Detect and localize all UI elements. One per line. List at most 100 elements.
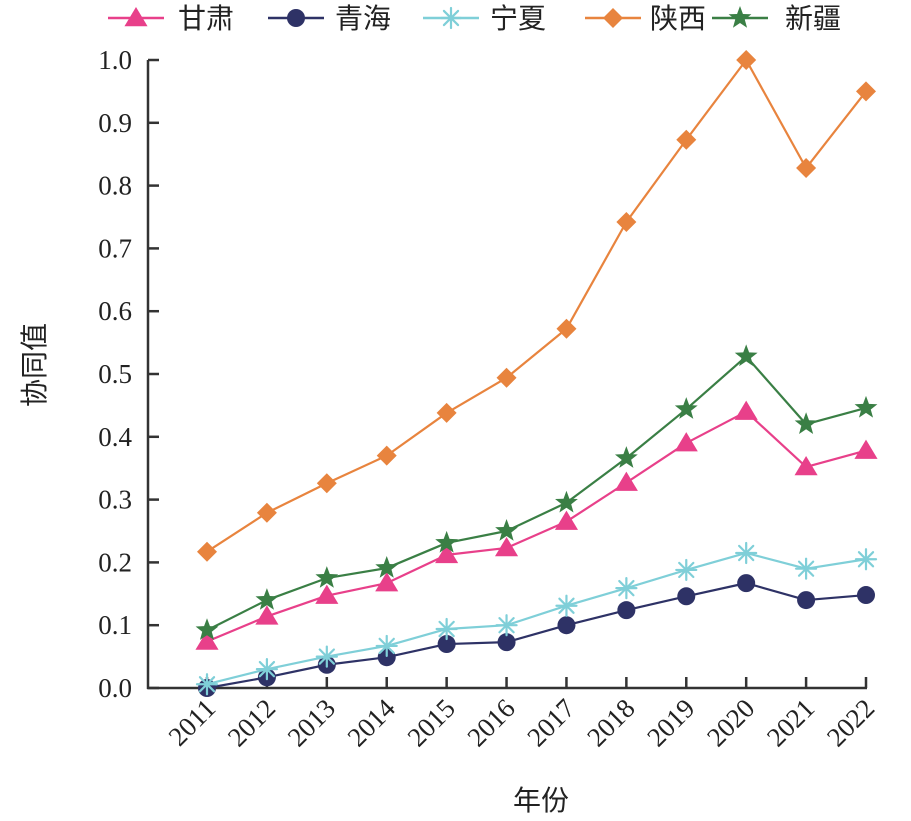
x-tick-label: 2020: [701, 693, 760, 752]
data-point-marker: [494, 536, 519, 557]
x-tick-label: 2012: [222, 693, 281, 752]
data-point-marker: [316, 473, 337, 494]
data-point-marker: [854, 395, 878, 418]
legend-marker-icon: [439, 6, 463, 30]
data-point-marker: [435, 543, 459, 564]
y-axis-title: 协同值: [18, 323, 51, 407]
legend-marker-icon: [603, 8, 623, 28]
legend-item: 甘肃: [108, 2, 234, 35]
data-point-marker: [615, 577, 638, 600]
data-point-marker: [435, 530, 459, 553]
legend-label: 陕西: [650, 2, 706, 35]
data-point-marker: [854, 548, 878, 571]
data-point-marker: [616, 212, 637, 233]
legend-item: 新疆: [712, 2, 841, 35]
data-point-marker: [315, 584, 339, 604]
data-point-marker: [255, 605, 279, 625]
data-point-marker: [496, 367, 517, 388]
y-tick-label: 0.2: [98, 547, 132, 577]
data-point-marker: [797, 591, 816, 610]
data-point-marker: [195, 630, 219, 650]
series-2: [195, 541, 878, 696]
data-point-marker: [677, 587, 696, 606]
x-tick-label: 2014: [342, 693, 402, 753]
x-tick-label: 2019: [641, 693, 700, 752]
data-point-marker: [315, 566, 339, 588]
data-point-marker: [794, 412, 818, 434]
data-point-marker: [675, 558, 698, 582]
data-point-marker: [195, 673, 219, 696]
data-point-marker: [854, 439, 878, 459]
data-point-marker: [556, 318, 577, 339]
data-point-marker: [857, 586, 875, 605]
y-tick-label: 0.3: [98, 485, 132, 515]
y-ticks: 0.0 0.1 0.2 0.3 0.4 0.5 0.6 0.7 0.8 0.9 1.0: [98, 45, 159, 703]
data-point-marker: [437, 635, 456, 654]
data-point-marker: [856, 81, 876, 102]
asterisk-stroke: [258, 660, 276, 678]
data-point-marker: [495, 519, 518, 541]
legend-marker-icon: [287, 9, 305, 27]
y-tick-label: 0.7: [98, 233, 132, 263]
data-point-marker: [794, 455, 818, 476]
data-point-marker: [614, 446, 638, 468]
x-tick-label: 2015: [401, 693, 460, 752]
y-tick-label: 0.4: [98, 422, 132, 452]
asterisk-stroke: [378, 637, 395, 655]
data-point-marker: [735, 541, 758, 565]
asterisk-stroke: [442, 9, 460, 27]
data-point-marker: [674, 397, 698, 419]
asterisk-stroke: [498, 617, 515, 634]
series-line: [206, 355, 867, 632]
data-point-marker: [436, 402, 457, 423]
y-tick-label: 0.0: [98, 673, 132, 703]
series-line: [206, 582, 867, 690]
y-tick-label: 1.0: [98, 45, 132, 75]
data-point-marker: [734, 344, 758, 367]
data-point-marker: [375, 572, 399, 592]
data-point-marker: [734, 400, 758, 420]
data-point-marker: [617, 601, 636, 620]
legend: 甘肃 青海 宁夏 陕西 新疆: [108, 2, 841, 35]
data-point-marker: [315, 645, 338, 668]
legend-marker-icon: [728, 6, 752, 28]
legend-item: 宁夏: [423, 2, 546, 35]
x-tick-label: 2016: [461, 693, 520, 752]
x-tick-label: 2011: [163, 693, 222, 752]
data-point-marker: [614, 471, 638, 491]
y-tick-label: 0.8: [98, 171, 132, 201]
y-tick-label: 0.9: [98, 108, 132, 138]
asterisk-stroke: [318, 648, 335, 665]
series-4: [195, 344, 878, 640]
legend-label: 青海: [335, 2, 391, 35]
asterisk-stroke: [558, 597, 575, 614]
data-point-marker: [375, 556, 399, 578]
data-point-marker: [495, 614, 518, 637]
x-tick-label: 2022: [821, 693, 880, 752]
data-point-marker: [737, 574, 756, 593]
data-point-marker: [796, 158, 817, 179]
data-point-marker: [376, 445, 397, 466]
asterisk-stroke: [618, 579, 635, 597]
legend-item: 陕西: [585, 2, 706, 35]
asterisk-stroke: [438, 620, 455, 638]
data-point-marker: [375, 634, 398, 658]
legend-label: 宁夏: [490, 2, 546, 35]
series-line: [206, 410, 867, 643]
data-point-marker: [554, 510, 579, 530]
data-point-marker: [255, 588, 279, 610]
legend-marker-icon: [124, 7, 148, 27]
y-tick-label: 0.6: [98, 296, 132, 326]
series-layer: [195, 50, 878, 697]
y-tick-label: 0.1: [98, 610, 132, 640]
data-point-marker: [674, 432, 698, 452]
data-point-marker: [794, 557, 818, 580]
x-tick-label: 2017: [521, 693, 580, 752]
asterisk-stroke: [738, 544, 755, 562]
asterisk-stroke: [198, 676, 216, 693]
legend-item: 青海: [268, 2, 391, 35]
data-point-marker: [197, 541, 217, 562]
asterisk-stroke: [857, 551, 875, 568]
series-0: [195, 400, 878, 650]
